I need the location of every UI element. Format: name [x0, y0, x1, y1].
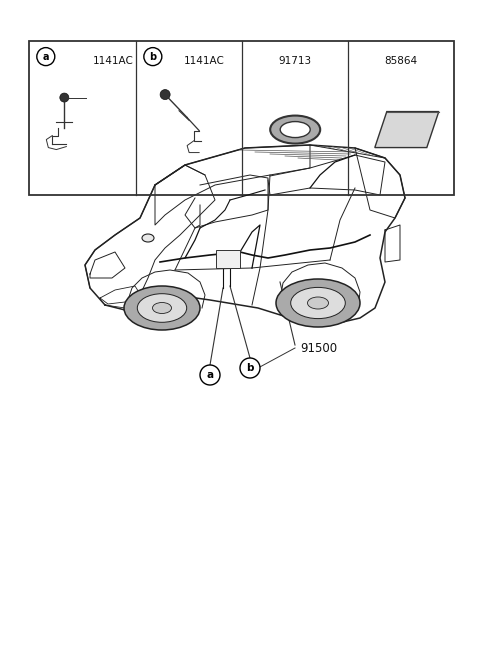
Text: 1141AC: 1141AC: [92, 56, 133, 66]
Ellipse shape: [280, 122, 310, 138]
Text: 85864: 85864: [384, 56, 418, 66]
Text: b: b: [149, 52, 156, 62]
Text: 1141AC: 1141AC: [184, 56, 225, 66]
Circle shape: [144, 48, 162, 66]
Circle shape: [200, 365, 220, 385]
Bar: [29, 41, 454, 195]
Polygon shape: [375, 111, 439, 147]
Ellipse shape: [124, 286, 200, 330]
Ellipse shape: [308, 297, 328, 309]
Text: b: b: [246, 363, 254, 373]
Ellipse shape: [142, 234, 154, 242]
Ellipse shape: [153, 303, 171, 314]
Circle shape: [160, 90, 170, 100]
Text: 91500: 91500: [300, 341, 337, 354]
Circle shape: [37, 48, 55, 66]
Ellipse shape: [270, 115, 320, 143]
Ellipse shape: [276, 279, 360, 327]
Circle shape: [240, 358, 260, 378]
Text: 91713: 91713: [278, 56, 312, 66]
Ellipse shape: [291, 288, 345, 318]
Circle shape: [60, 93, 69, 102]
Ellipse shape: [137, 293, 187, 322]
Bar: [216, 250, 240, 268]
Text: a: a: [206, 370, 214, 380]
Text: a: a: [43, 52, 49, 62]
